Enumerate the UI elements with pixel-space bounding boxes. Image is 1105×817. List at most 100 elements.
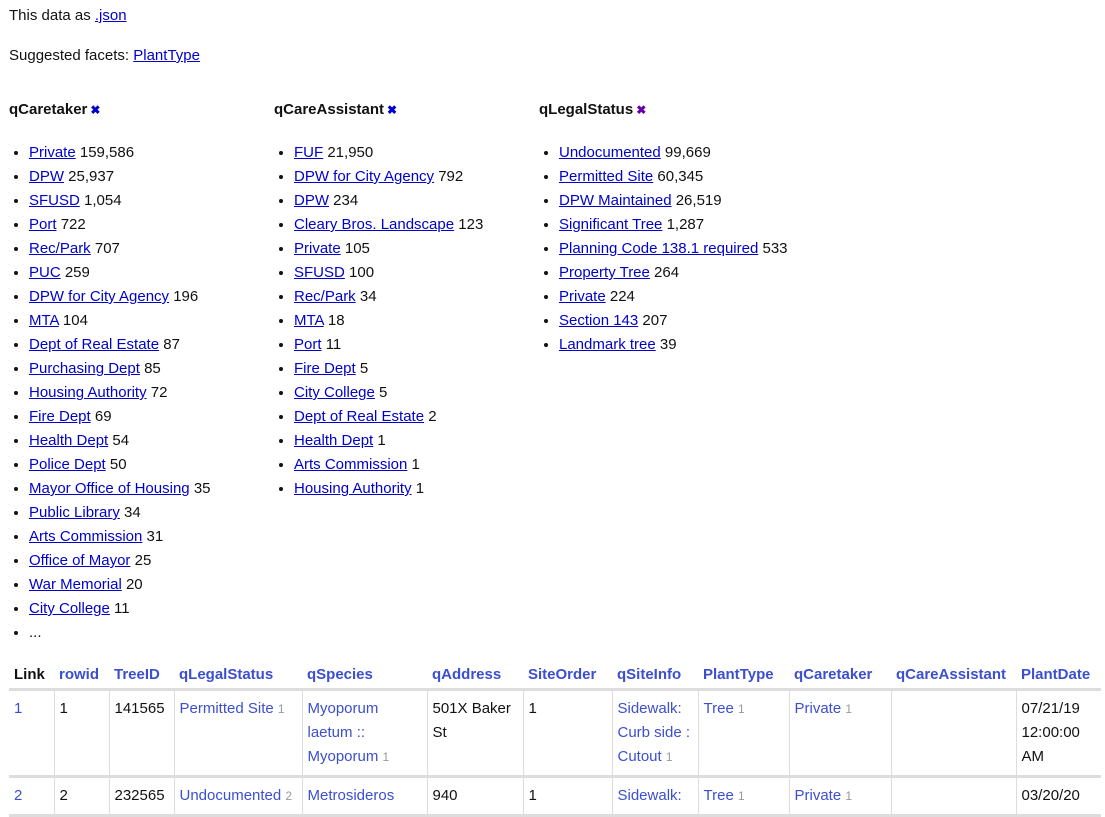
facet-item: Fire Dept 5 xyxy=(294,357,539,381)
column-header-qSpecies[interactable]: qSpecies xyxy=(302,660,427,691)
facet-item: Mayor Office of Housing 35 xyxy=(29,477,274,501)
facet-item-link[interactable]: Private xyxy=(29,144,76,161)
facet-item-link[interactable]: Rec/Park xyxy=(294,288,356,305)
remove-facet-icon[interactable]: ✖ xyxy=(90,103,101,117)
facet-item-link[interactable]: City College xyxy=(294,384,375,401)
facet-item-link[interactable]: Landmark tree xyxy=(559,336,656,353)
facet-item-link[interactable]: MTA xyxy=(294,312,324,329)
cell-species: Metrosideros xyxy=(302,776,428,817)
column-header-qAddress[interactable]: qAddress xyxy=(427,660,523,691)
facet-item-link[interactable]: Port xyxy=(29,216,57,233)
json-link[interactable]: .json xyxy=(94,7,127,24)
facet-item-link[interactable]: Purchasing Dept xyxy=(29,360,140,377)
facet-item-count: 5 xyxy=(379,384,388,401)
species-link[interactable]: Myoporum laetum :: Myoporum xyxy=(307,700,379,765)
facet-item: Private 105 xyxy=(294,237,539,261)
column-header-PlantType[interactable]: PlantType xyxy=(698,660,789,691)
facet-item-link[interactable]: DPW Maintained xyxy=(559,192,672,209)
facet-item-link[interactable]: DPW for City Agency xyxy=(294,168,435,185)
facet-item-link[interactable]: Housing Authority xyxy=(29,384,147,401)
facet-item: Planning Code 138.1 required 533 xyxy=(559,237,804,261)
caretaker-link[interactable]: Private xyxy=(794,700,842,717)
count-badge: 1 xyxy=(382,750,390,764)
facet-item-count: 26,519 xyxy=(675,192,722,209)
facet-qCaretaker: qCaretaker✖Private 159,586DPW 25,937SFUS… xyxy=(9,101,274,645)
facet-item: DPW for City Agency 792 xyxy=(294,165,539,189)
legal-link[interactable]: Undocumented xyxy=(179,787,282,804)
facet-item-link[interactable]: Port xyxy=(294,336,322,353)
column-header-PlantDate[interactable]: PlantDate xyxy=(1016,660,1101,691)
legal-link[interactable]: Permitted Site xyxy=(179,700,274,717)
facet-item-link[interactable]: Cleary Bros. Landscape xyxy=(294,216,455,233)
facet-item-link[interactable]: Planning Code 138.1 required xyxy=(559,240,759,257)
facet-item-link[interactable]: Health Dept xyxy=(29,432,109,449)
caretaker-link[interactable]: Private xyxy=(794,787,842,804)
facet-item: MTA 104 xyxy=(29,309,274,333)
facet-item-count: 99,669 xyxy=(664,144,711,161)
facet-item-link[interactable]: PUC xyxy=(29,264,61,281)
link-link[interactable]: 1 xyxy=(14,700,23,717)
column-header-rowid[interactable]: rowid xyxy=(54,660,109,691)
facet-item: DPW for City Agency 196 xyxy=(29,285,274,309)
facet-item-link[interactable]: War Memorial xyxy=(29,576,122,593)
facet-item-link[interactable]: SFUSD xyxy=(294,264,345,281)
facet-item-link[interactable]: Private xyxy=(559,288,606,305)
facet-item-link[interactable]: Health Dept xyxy=(294,432,374,449)
facet-item-count: 1 xyxy=(411,456,420,473)
facet-item: Private 159,586 xyxy=(29,141,274,165)
column-header-qCareAssistant[interactable]: qCareAssistant xyxy=(891,660,1016,691)
cell-siteorder: 1 xyxy=(523,776,613,817)
facet-item: Arts Commission 1 xyxy=(294,453,539,477)
facet-item-link[interactable]: Housing Authority xyxy=(294,480,412,497)
remove-facet-icon[interactable]: ✖ xyxy=(387,103,398,117)
facet-item-link[interactable]: Dept of Real Estate xyxy=(29,336,160,353)
remove-facet-icon[interactable]: ✖ xyxy=(636,103,647,117)
planttype-link[interactable]: Tree xyxy=(703,700,734,717)
facet-item-link[interactable]: Arts Commission xyxy=(29,528,143,545)
column-header-qSiteInfo[interactable]: qSiteInfo xyxy=(612,660,698,691)
facet-item: Rec/Park 707 xyxy=(29,237,274,261)
facet-item: Housing Authority 72 xyxy=(29,381,274,405)
facet-item-link[interactable]: MTA xyxy=(29,312,59,329)
cell-siteinfo: Sidewalk: Curb side : Cutout 1 xyxy=(612,689,699,778)
facet-item-link[interactable]: Section 143 xyxy=(559,312,639,329)
siteinfo-link[interactable]: Sidewalk: xyxy=(617,787,682,804)
facet-item-link[interactable]: Police Dept xyxy=(29,456,106,473)
link-link[interactable]: 2 xyxy=(14,787,23,804)
suggested-facets: Suggested facets: PlantType xyxy=(9,47,200,64)
facet-item-link[interactable]: DPW xyxy=(294,192,329,209)
facet-item-count: 34 xyxy=(124,504,141,521)
planttype-link[interactable]: Tree xyxy=(703,787,734,804)
facet-item-link[interactable]: City College xyxy=(29,600,110,617)
siteinfo-link[interactable]: Sidewalk: Curb side : Cutout xyxy=(617,700,691,765)
facet-item-link[interactable]: Office of Mayor xyxy=(29,552,131,569)
facet-item-link[interactable]: Property Tree xyxy=(559,264,650,281)
facet-item-link[interactable]: Arts Commission xyxy=(294,456,408,473)
siteorder-value: 1 xyxy=(528,700,537,717)
facet-item-link[interactable]: Mayor Office of Housing xyxy=(29,480,190,497)
column-header-qCaretaker[interactable]: qCaretaker xyxy=(789,660,891,691)
facet-item-count: 1,287 xyxy=(666,216,705,233)
facet-item-link[interactable]: FUF xyxy=(294,144,324,161)
facet-item-link[interactable]: DPW xyxy=(29,168,64,185)
facet-item-count: 69 xyxy=(94,408,112,425)
column-header-qLegalStatus[interactable]: qLegalStatus xyxy=(174,660,302,691)
species-link[interactable]: Metrosideros xyxy=(307,787,395,804)
facet-more[interactable]: ... xyxy=(29,621,274,645)
facet-item-link[interactable]: Permitted Site xyxy=(559,168,654,185)
column-header-SiteOrder[interactable]: SiteOrder xyxy=(523,660,612,691)
column-header-TreeID[interactable]: TreeID xyxy=(109,660,174,691)
facet-item-link[interactable]: DPW for City Agency xyxy=(29,288,170,305)
facet-item-link[interactable]: Significant Tree xyxy=(559,216,663,233)
facet-item-link[interactable]: Fire Dept xyxy=(29,408,91,425)
facet-item-link[interactable]: Private xyxy=(294,240,341,257)
facet-item-link[interactable]: Fire Dept xyxy=(294,360,356,377)
facet-item-link[interactable]: Public Library xyxy=(29,504,120,521)
facet-item: Landmark tree 39 xyxy=(559,333,804,357)
suggested-facet-planttype[interactable]: PlantType xyxy=(133,47,200,64)
facet-item-link[interactable]: Dept of Real Estate xyxy=(294,408,425,425)
facet-item-link[interactable]: Undocumented xyxy=(559,144,661,161)
facet-item-link[interactable]: Rec/Park xyxy=(29,240,91,257)
facet-item-count: 1 xyxy=(415,480,425,497)
facet-item-link[interactable]: SFUSD xyxy=(29,192,80,209)
